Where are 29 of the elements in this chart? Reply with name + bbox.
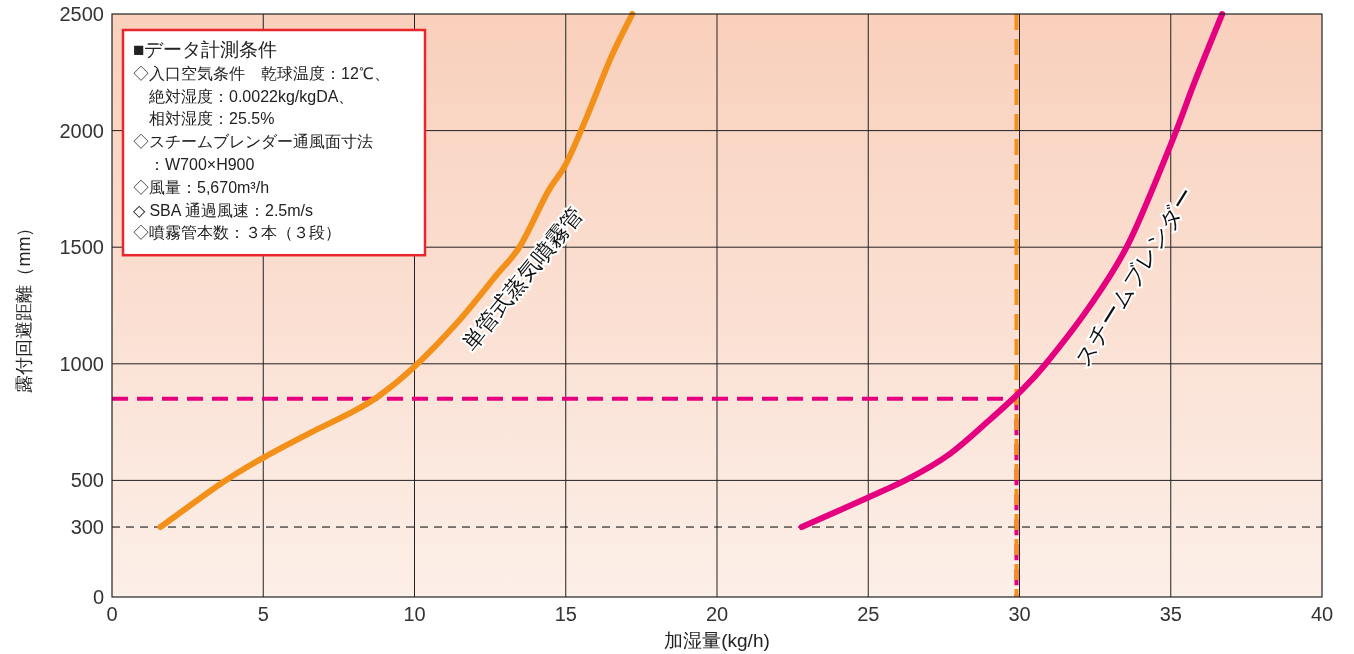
x-tick-label: 35 bbox=[1159, 603, 1182, 625]
x-tick-label: 5 bbox=[257, 603, 269, 625]
y-tick-label: 1500 bbox=[59, 236, 104, 259]
y-axis-title: 露付回避距離（mm） bbox=[14, 218, 34, 393]
x-tick-label: 10 bbox=[403, 603, 426, 625]
x-tick-label: 25 bbox=[857, 603, 880, 625]
x-tick-label: 15 bbox=[554, 603, 577, 625]
x-axis-title: 加湿量(kg/h) bbox=[664, 630, 770, 651]
y-tick-label: 2500 bbox=[59, 3, 104, 25]
annotation: ◇スチームブレンダー通風面寸法 bbox=[133, 133, 373, 151]
annotation: ◇風量：5,670m³/h bbox=[133, 178, 270, 196]
y-tick-label: 1000 bbox=[59, 352, 104, 375]
annotation: 絶対湿度：0.0022kg/kgDA、 bbox=[133, 87, 355, 105]
x-tick-label: 30 bbox=[1008, 603, 1031, 625]
text: スチームブレンダー bbox=[1069, 182, 1199, 371]
y-tick-label: 0 bbox=[92, 586, 104, 608]
annotation: ◇噴霧管本数：３本（３段） bbox=[133, 224, 341, 242]
annotation: 相対湿度：25.5% bbox=[133, 110, 275, 128]
annotation: ◇ SBA 通過風速：2.5m/s bbox=[133, 201, 314, 219]
y-tick-label: 500 bbox=[70, 469, 104, 492]
y-tick-label: 2000 bbox=[59, 119, 104, 142]
x-tick-label: 0 bbox=[106, 603, 118, 625]
y-tick-label: 300 bbox=[70, 516, 104, 539]
annotation: ：W700×H900 bbox=[133, 156, 255, 173]
x-tick-label: 40 bbox=[1310, 603, 1334, 625]
text: 単管式蒸気噴霧管 bbox=[457, 202, 588, 355]
x-tick-label: 20 bbox=[705, 603, 729, 625]
annotation: ◇入口空気条件 乾球温度：12℃、 bbox=[133, 64, 390, 82]
annotation: ■データ計測条件 bbox=[133, 39, 278, 60]
